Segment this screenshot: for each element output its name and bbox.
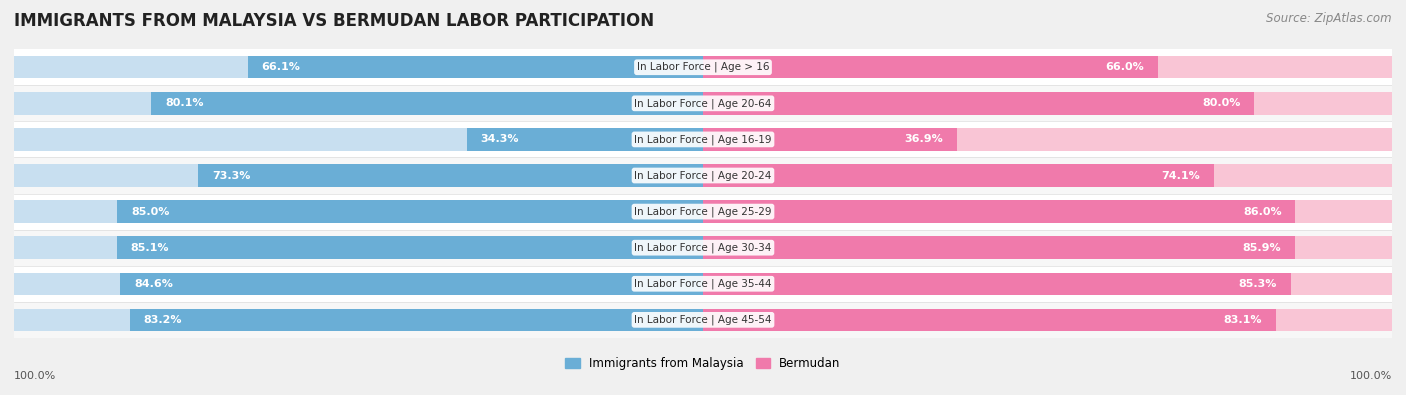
Bar bbox=[14, 237, 703, 259]
Bar bbox=[703, 92, 1392, 115]
Text: 84.6%: 84.6% bbox=[134, 279, 173, 289]
Text: 100.0%: 100.0% bbox=[1350, 371, 1392, 381]
Text: In Labor Force | Age 35-44: In Labor Force | Age 35-44 bbox=[634, 278, 772, 289]
Bar bbox=[14, 121, 1392, 158]
Text: In Labor Force | Age 30-34: In Labor Force | Age 30-34 bbox=[634, 243, 772, 253]
Text: 83.1%: 83.1% bbox=[1223, 315, 1261, 325]
Bar bbox=[14, 49, 1392, 85]
Bar bbox=[14, 308, 703, 331]
Bar bbox=[703, 128, 1392, 150]
Bar bbox=[703, 92, 1254, 115]
Text: In Labor Force | Age 20-24: In Labor Force | Age 20-24 bbox=[634, 170, 772, 181]
Bar bbox=[117, 237, 703, 259]
Bar bbox=[703, 308, 1392, 331]
Text: In Labor Force | Age 16-19: In Labor Force | Age 16-19 bbox=[634, 134, 772, 145]
Bar bbox=[14, 92, 703, 115]
Bar bbox=[14, 266, 1392, 302]
Bar bbox=[120, 273, 703, 295]
Bar bbox=[703, 200, 1392, 223]
Text: In Labor Force | Age 20-64: In Labor Force | Age 20-64 bbox=[634, 98, 772, 109]
Text: 85.0%: 85.0% bbox=[131, 207, 170, 216]
Bar bbox=[14, 302, 1392, 338]
Text: In Labor Force | Age 25-29: In Labor Force | Age 25-29 bbox=[634, 206, 772, 217]
Legend: Immigrants from Malaysia, Bermudan: Immigrants from Malaysia, Bermudan bbox=[561, 352, 845, 375]
Text: In Labor Force | Age > 16: In Labor Force | Age > 16 bbox=[637, 62, 769, 73]
Bar bbox=[467, 128, 703, 150]
Text: 80.1%: 80.1% bbox=[165, 98, 204, 108]
Bar bbox=[703, 164, 1213, 187]
Text: 66.0%: 66.0% bbox=[1105, 62, 1144, 72]
Bar bbox=[703, 237, 1295, 259]
Text: 66.1%: 66.1% bbox=[262, 62, 301, 72]
Text: 80.0%: 80.0% bbox=[1202, 98, 1240, 108]
Bar bbox=[14, 158, 1392, 194]
Bar bbox=[14, 200, 703, 223]
Text: 74.1%: 74.1% bbox=[1161, 171, 1199, 181]
Text: IMMIGRANTS FROM MALAYSIA VS BERMUDAN LABOR PARTICIPATION: IMMIGRANTS FROM MALAYSIA VS BERMUDAN LAB… bbox=[14, 12, 654, 30]
Text: 85.9%: 85.9% bbox=[1243, 243, 1281, 253]
Bar bbox=[14, 85, 1392, 121]
Bar bbox=[703, 56, 1157, 79]
Bar bbox=[152, 92, 703, 115]
Bar bbox=[14, 164, 703, 187]
Text: 85.1%: 85.1% bbox=[131, 243, 169, 253]
Bar bbox=[198, 164, 703, 187]
Bar bbox=[247, 56, 703, 79]
Text: In Labor Force | Age 45-54: In Labor Force | Age 45-54 bbox=[634, 314, 772, 325]
Bar bbox=[117, 200, 703, 223]
Bar bbox=[14, 56, 703, 79]
Bar bbox=[14, 229, 1392, 266]
Bar bbox=[703, 128, 957, 150]
Bar bbox=[129, 308, 703, 331]
Bar bbox=[703, 200, 1295, 223]
Bar bbox=[703, 273, 1291, 295]
Bar bbox=[703, 308, 1275, 331]
Bar bbox=[703, 164, 1392, 187]
Bar bbox=[703, 273, 1392, 295]
Text: 36.9%: 36.9% bbox=[904, 134, 943, 145]
Text: 85.3%: 85.3% bbox=[1239, 279, 1277, 289]
Bar bbox=[14, 128, 703, 150]
Text: 73.3%: 73.3% bbox=[212, 171, 250, 181]
Text: 100.0%: 100.0% bbox=[14, 371, 56, 381]
Bar bbox=[703, 56, 1392, 79]
Text: 34.3%: 34.3% bbox=[481, 134, 519, 145]
Bar bbox=[14, 194, 1392, 229]
Bar bbox=[14, 273, 703, 295]
Text: 83.2%: 83.2% bbox=[143, 315, 183, 325]
Text: 86.0%: 86.0% bbox=[1243, 207, 1282, 216]
Bar bbox=[703, 237, 1392, 259]
Text: Source: ZipAtlas.com: Source: ZipAtlas.com bbox=[1267, 12, 1392, 25]
